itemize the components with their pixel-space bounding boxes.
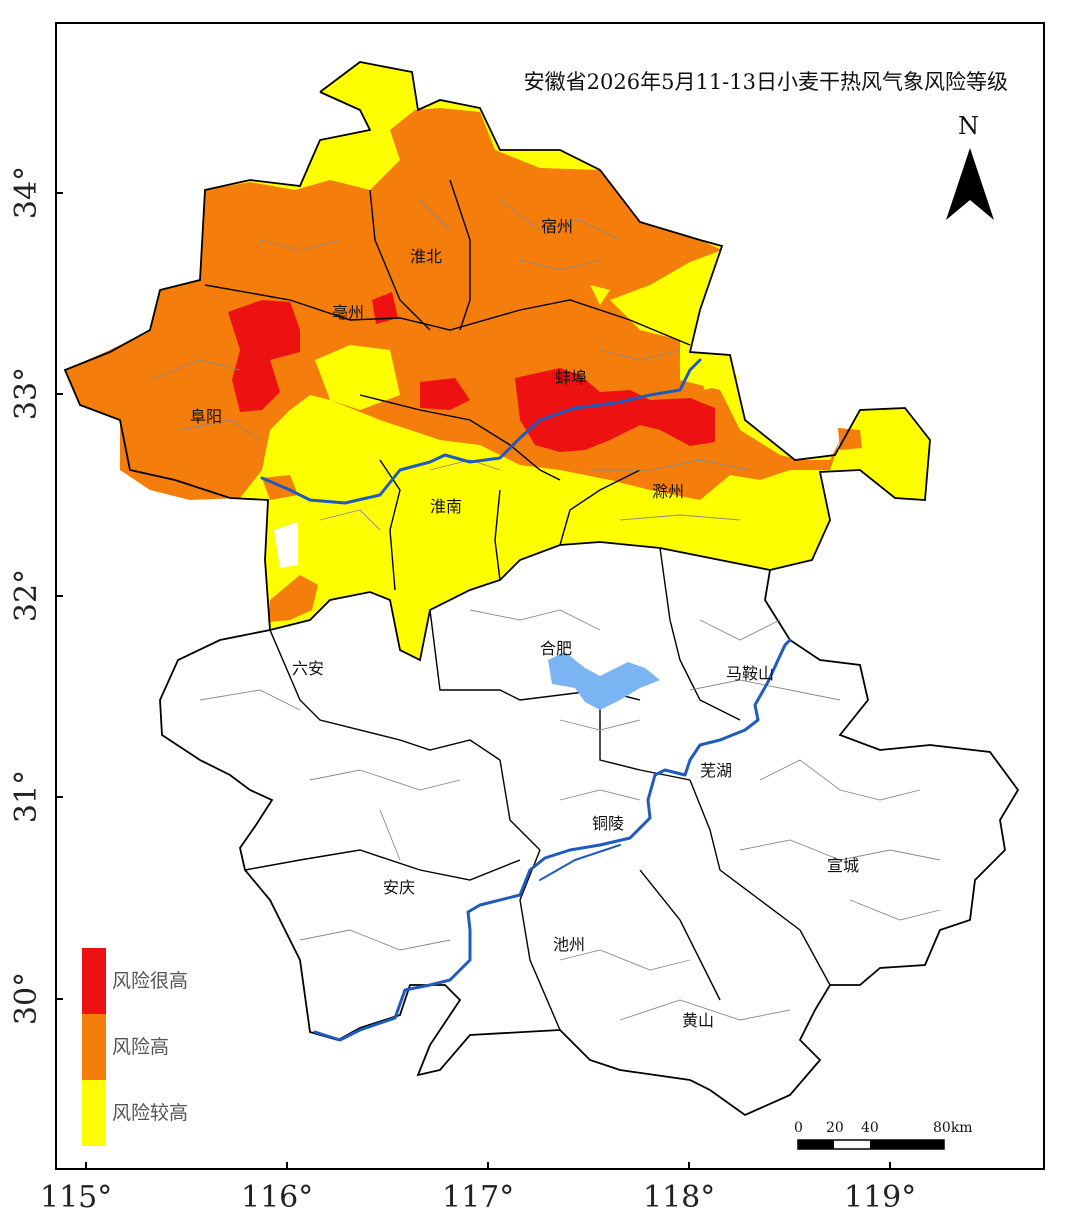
city-label-anqing: 安庆 [383, 878, 416, 897]
legend-swatch [82, 948, 106, 1014]
scale-label: 0 [794, 1120, 803, 1136]
chaohu-lake [548, 652, 660, 710]
city-label-bengbu: 蚌埠 [555, 368, 588, 387]
scale-label: 80km [933, 1120, 973, 1136]
city-boundaries [204, 179, 831, 1031]
lat-tick-label: 32° [9, 568, 45, 623]
legend-label: 风险较高 [112, 1102, 189, 1124]
north-label: N [958, 112, 979, 140]
map-title: 安徽省2026年5月11-13日小麦干热风气象风险等级 [523, 70, 1008, 94]
city-label-hefei: 合肥 [540, 639, 573, 658]
city-label-suzhou: 宿州 [541, 217, 574, 236]
city-label-fuyang: 阜阳 [190, 407, 223, 426]
legend-swatch [82, 1080, 106, 1146]
lat-tick-label: 33° [9, 366, 45, 421]
lon-tick-label: 119° [844, 1180, 917, 1215]
city-label-tongling: 铜陵 [592, 814, 625, 833]
city-label-huainan: 淮南 [430, 497, 463, 516]
legend-label: 风险很高 [112, 970, 189, 992]
city-label-huangshan: 黄山 [682, 1011, 715, 1030]
scale-label: 40 [861, 1120, 879, 1136]
lat-tick-label: 30° [9, 971, 45, 1026]
city-label-wuhu: 芜湖 [700, 761, 733, 780]
scale-label: 20 [826, 1120, 844, 1136]
lat-tick-label: 34° [9, 165, 45, 220]
province-boundary [63, 61, 1020, 1117]
lon-tick-label: 116° [241, 1180, 314, 1215]
legend-swatch [82, 1014, 106, 1080]
risk-zone-very-high [228, 300, 300, 412]
scale-bar [797, 1139, 945, 1150]
city-label-maanshan: 马鞍山 [726, 664, 775, 683]
city-label-chuzhou: 滁州 [652, 482, 685, 501]
risk-zone-high [65, 108, 840, 500]
lon-tick-label: 115° [40, 1180, 113, 1215]
city-label-bozhou: 亳州 [332, 303, 365, 322]
rivers [260, 358, 792, 1042]
city-label-liuan: 六安 [292, 659, 325, 678]
lat-tick-label: 31° [9, 769, 45, 824]
city-label-xuancheng: 宣城 [827, 856, 860, 875]
city-label-chizhou: 池州 [553, 935, 586, 954]
city-label-huaibei: 淮北 [410, 247, 443, 266]
legend-label: 风险高 [112, 1036, 170, 1058]
north-arrow-icon [946, 148, 994, 220]
lon-tick-label: 118° [643, 1180, 716, 1215]
lon-tick-label: 117° [442, 1180, 515, 1215]
